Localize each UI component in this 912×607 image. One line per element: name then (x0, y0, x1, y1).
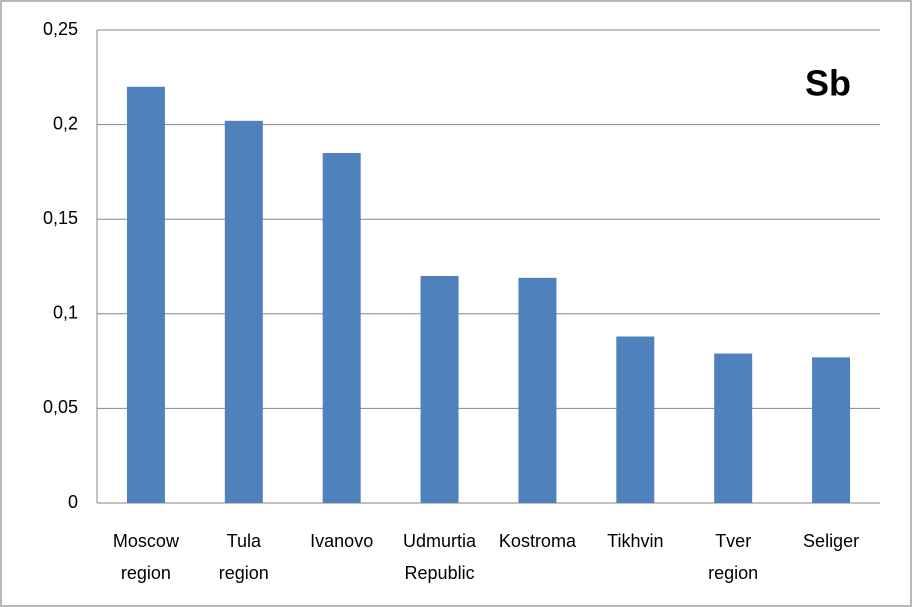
bar (616, 336, 655, 503)
x-tick-label: Kostroma (498, 531, 576, 551)
x-tick-label: Tula region (218, 531, 269, 583)
bar (420, 275, 459, 503)
x-tick-label: Seliger (803, 531, 860, 551)
x-tick-label: Tver region (708, 531, 759, 583)
x-tick-label: Tikhvin (607, 531, 664, 551)
y-tick-label: 0,25 (43, 19, 78, 39)
bar (518, 277, 557, 503)
x-tick-label: Udmurtia Republic (403, 531, 477, 583)
y-tick-label: 0,05 (43, 397, 78, 417)
y-tick-label: 0,2 (53, 113, 78, 133)
y-tick-label: 0,1 (53, 303, 78, 323)
annotation: Sb (805, 63, 851, 104)
y-tick-label: 0 (68, 492, 78, 512)
x-tick-label: Ivanovo (310, 531, 374, 551)
bar (322, 152, 361, 504)
bar (126, 86, 165, 503)
bar (714, 353, 753, 503)
bar (812, 357, 851, 503)
x-tick-label: Moscow region (112, 531, 179, 583)
bar (224, 120, 263, 503)
y-tick-label: 0,15 (43, 208, 78, 228)
